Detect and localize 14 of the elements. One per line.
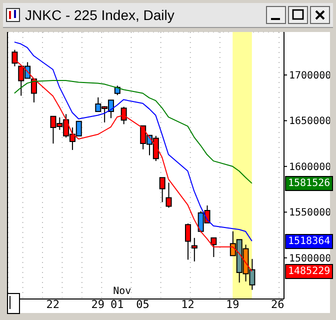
x-tick-label: 19: [226, 298, 240, 311]
x-tick-label: 05: [136, 298, 150, 311]
text: 1581526: [285, 176, 334, 192]
line-series: [14, 42, 252, 242]
x-tick-label: 01: [110, 298, 124, 311]
x-tick-label: 22: [46, 298, 60, 311]
text: 1485229: [285, 264, 334, 280]
text: 1518364: [285, 234, 334, 250]
annotation: Nov: [113, 286, 132, 297]
x-tick-label: 12: [181, 298, 194, 311]
line-series: [14, 80, 252, 184]
x-tick-label: 29: [91, 298, 104, 311]
chart-title: JNKC - 225 Index, Daily: [25, 7, 174, 23]
x-tick-label: 26: [270, 298, 284, 311]
